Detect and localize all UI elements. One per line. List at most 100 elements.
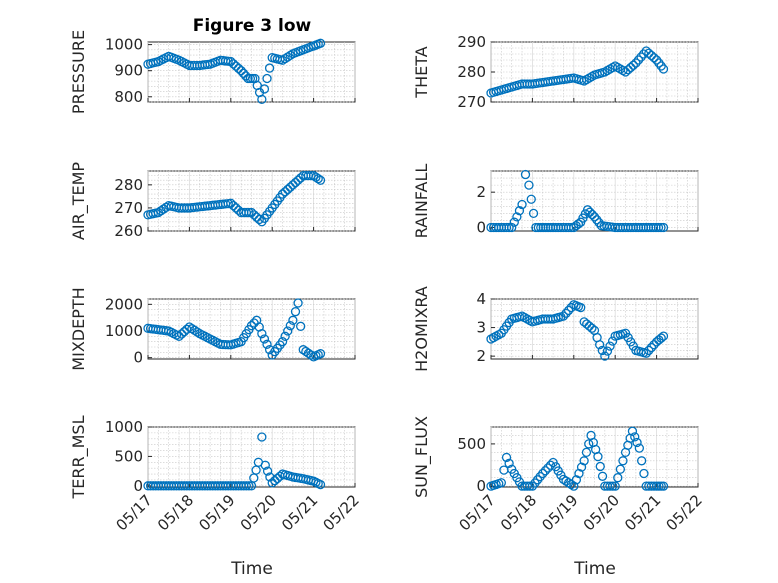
- data-point: [236, 66, 246, 76]
- data-point: [600, 351, 610, 361]
- data-point: [528, 208, 539, 219]
- data-point: [658, 222, 669, 233]
- y-axis-label-terr_msl: TERR_MSL: [69, 415, 89, 499]
- data-point: [569, 481, 579, 491]
- data-point: [597, 471, 608, 481]
- y-tick-label: 0: [476, 218, 486, 236]
- data-point: [576, 462, 587, 472]
- data-point: [538, 468, 548, 479]
- data-point: [563, 305, 574, 316]
- data-point: [283, 326, 293, 336]
- data-point: [631, 58, 641, 68]
- data-point: [584, 439, 594, 449]
- x-tick-label: 05/18: [154, 491, 197, 534]
- data-point: [540, 466, 550, 476]
- x-tick-label: 05/22: [320, 491, 363, 534]
- figure-title: Figure 3 low: [193, 16, 312, 36]
- data-point: [509, 217, 519, 227]
- y-tick-label: 1000: [105, 418, 143, 436]
- data-point: [574, 468, 584, 479]
- data-point: [285, 321, 295, 331]
- y-axis-label-sun_flux: SUN_FLUX: [412, 416, 432, 498]
- data-point: [605, 481, 615, 491]
- data-point: [649, 53, 659, 63]
- data-point: [582, 205, 593, 215]
- data-point: [613, 473, 623, 483]
- data-point: [277, 337, 288, 347]
- data-point: [595, 461, 605, 472]
- data-point: [524, 180, 534, 190]
- y-tick-label: 0: [133, 349, 143, 367]
- data-point: [587, 209, 597, 220]
- x-tick-label: 05/20: [237, 491, 280, 534]
- data-point: [581, 447, 592, 458]
- data-point: [501, 222, 512, 233]
- data-point: [257, 432, 267, 442]
- data-point: [649, 481, 659, 491]
- data-point: [179, 327, 189, 337]
- data-point: [644, 48, 654, 58]
- panel-theta: 270 280 290 THETA: [412, 33, 699, 111]
- data-point: [192, 327, 202, 337]
- x-tick-label: 05/21: [621, 491, 664, 534]
- data-point: [259, 334, 270, 344]
- y-axis-label-pressure: PRESSURE: [69, 30, 88, 114]
- panel-pressure: 800 900 1000 PRESSURE: [69, 30, 356, 114]
- x-axis-label-right: Time: [573, 559, 616, 579]
- data-point: [607, 336, 618, 346]
- x-axis-label-left: Time: [230, 559, 273, 579]
- data-point: [566, 302, 576, 313]
- data-point: [602, 346, 613, 356]
- data-point: [176, 329, 187, 339]
- y-tick-label: 3: [476, 319, 486, 337]
- data-point: [231, 203, 241, 213]
- data-point: [233, 63, 244, 74]
- panel-mixdepth: 0 1000 2000 MIXDEPTH: [69, 287, 356, 371]
- y-tick-label: 0: [476, 477, 486, 495]
- data-point: [579, 456, 589, 466]
- y-axis-label-rainfall: RAINFALL: [412, 164, 431, 239]
- data-point: [257, 329, 267, 339]
- data-point: [262, 339, 272, 349]
- data-point: [285, 182, 295, 192]
- data-point: [522, 481, 532, 491]
- y-tick-label: 1000: [105, 36, 143, 54]
- data-point: [262, 466, 273, 476]
- data-point: [280, 331, 290, 341]
- data-point: [636, 52, 646, 62]
- data-point: [649, 340, 659, 350]
- x-tick-label: 05/22: [663, 491, 706, 534]
- data-point: [634, 443, 644, 453]
- y-axis-label-theta: THETA: [412, 46, 431, 98]
- data-point: [585, 207, 595, 217]
- data-point: [653, 222, 664, 233]
- data-point: [644, 345, 654, 356]
- data-point: [288, 315, 298, 325]
- data-point: [231, 61, 241, 71]
- data-point: [641, 348, 651, 358]
- data-point: [311, 172, 321, 182]
- data-point: [315, 479, 326, 490]
- data-point: [226, 56, 236, 67]
- data-point: [306, 350, 316, 360]
- data-point: [620, 67, 631, 77]
- data-point: [605, 341, 615, 351]
- data-point: [627, 426, 638, 436]
- data-point: [545, 460, 556, 470]
- data-point: [496, 478, 507, 488]
- data-point: [558, 311, 569, 321]
- data-point: [241, 481, 251, 491]
- data-point: [293, 175, 303, 185]
- data-point: [293, 298, 303, 308]
- data-point: [315, 175, 326, 185]
- data-point: [501, 452, 512, 463]
- data-point: [285, 50, 295, 61]
- data-point: [566, 479, 576, 490]
- data-point: [174, 331, 184, 341]
- data-point: [290, 177, 301, 188]
- data-point: [628, 60, 638, 70]
- data-point: [264, 63, 275, 73]
- y-tick-label: 2: [476, 347, 486, 365]
